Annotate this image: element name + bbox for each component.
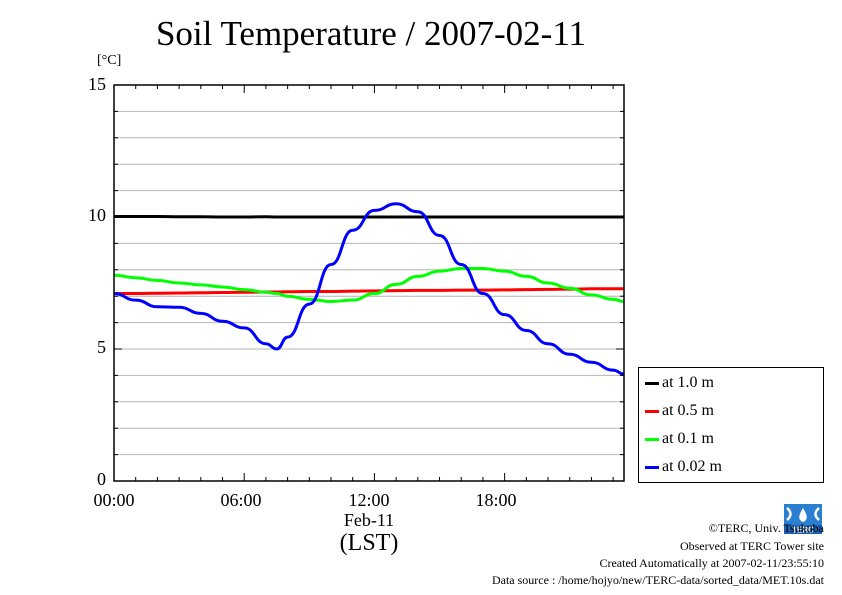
y-tick-label: 5 [97,337,106,357]
gridlines [114,110,624,456]
legend-item: at 1.0 m [645,373,714,393]
series-line [113,266,625,303]
legend-item: at 0.5 m [645,401,714,421]
y-tick-label: 10 [88,205,106,225]
plot-frame [113,84,625,482]
x-date-label: Feb-11 [343,510,395,530]
y-axis-unit: [°C] [97,53,122,68]
legend-swatch [645,381,659,385]
copyright-text: ©TERC, Univ. Tsukuba [708,521,824,535]
series-line [113,287,624,296]
legend-item: at 0.02 m [645,457,722,477]
x-tick-label: 06:00 [220,490,262,510]
series-layer [113,202,625,376]
series-line [113,202,625,376]
x-axis-label: (LST) [339,530,399,556]
legend-swatch [645,437,659,441]
legend-swatch [645,465,659,469]
x-tick-label: 12:00 [348,490,390,510]
created-text: Created Automatically at 2007-02-11/23:5… [599,556,824,570]
data-source-text: Data source : /home/hojyo/new/TERC-data/… [491,573,824,587]
y-tick-label: 0 [97,469,106,489]
y-tick-label: 15 [88,74,106,94]
legend-swatch [645,409,659,413]
legend-label: at 0.1 m [662,430,714,447]
terc-logo: TERC [784,504,822,534]
legend: at 1.0 m at 0.5 m at 0.1 m at 0.02 m [638,367,824,483]
x-tick-label: 00:00 [93,490,135,510]
series-line [113,214,624,219]
tick-marks [113,84,624,482]
logo-text: TERC [792,526,814,535]
legend-label: at 1.0 m [662,374,714,391]
chart-title: Soil Temperature / 2007-02-11 [155,14,587,53]
legend-label: at 0.02 m [662,458,722,475]
observed-text: Observed at TERC Tower site [679,539,824,553]
x-tick-label: 18:00 [475,490,517,510]
legend-label: at 0.5 m [662,402,714,419]
legend-item: at 0.1 m [645,429,714,449]
